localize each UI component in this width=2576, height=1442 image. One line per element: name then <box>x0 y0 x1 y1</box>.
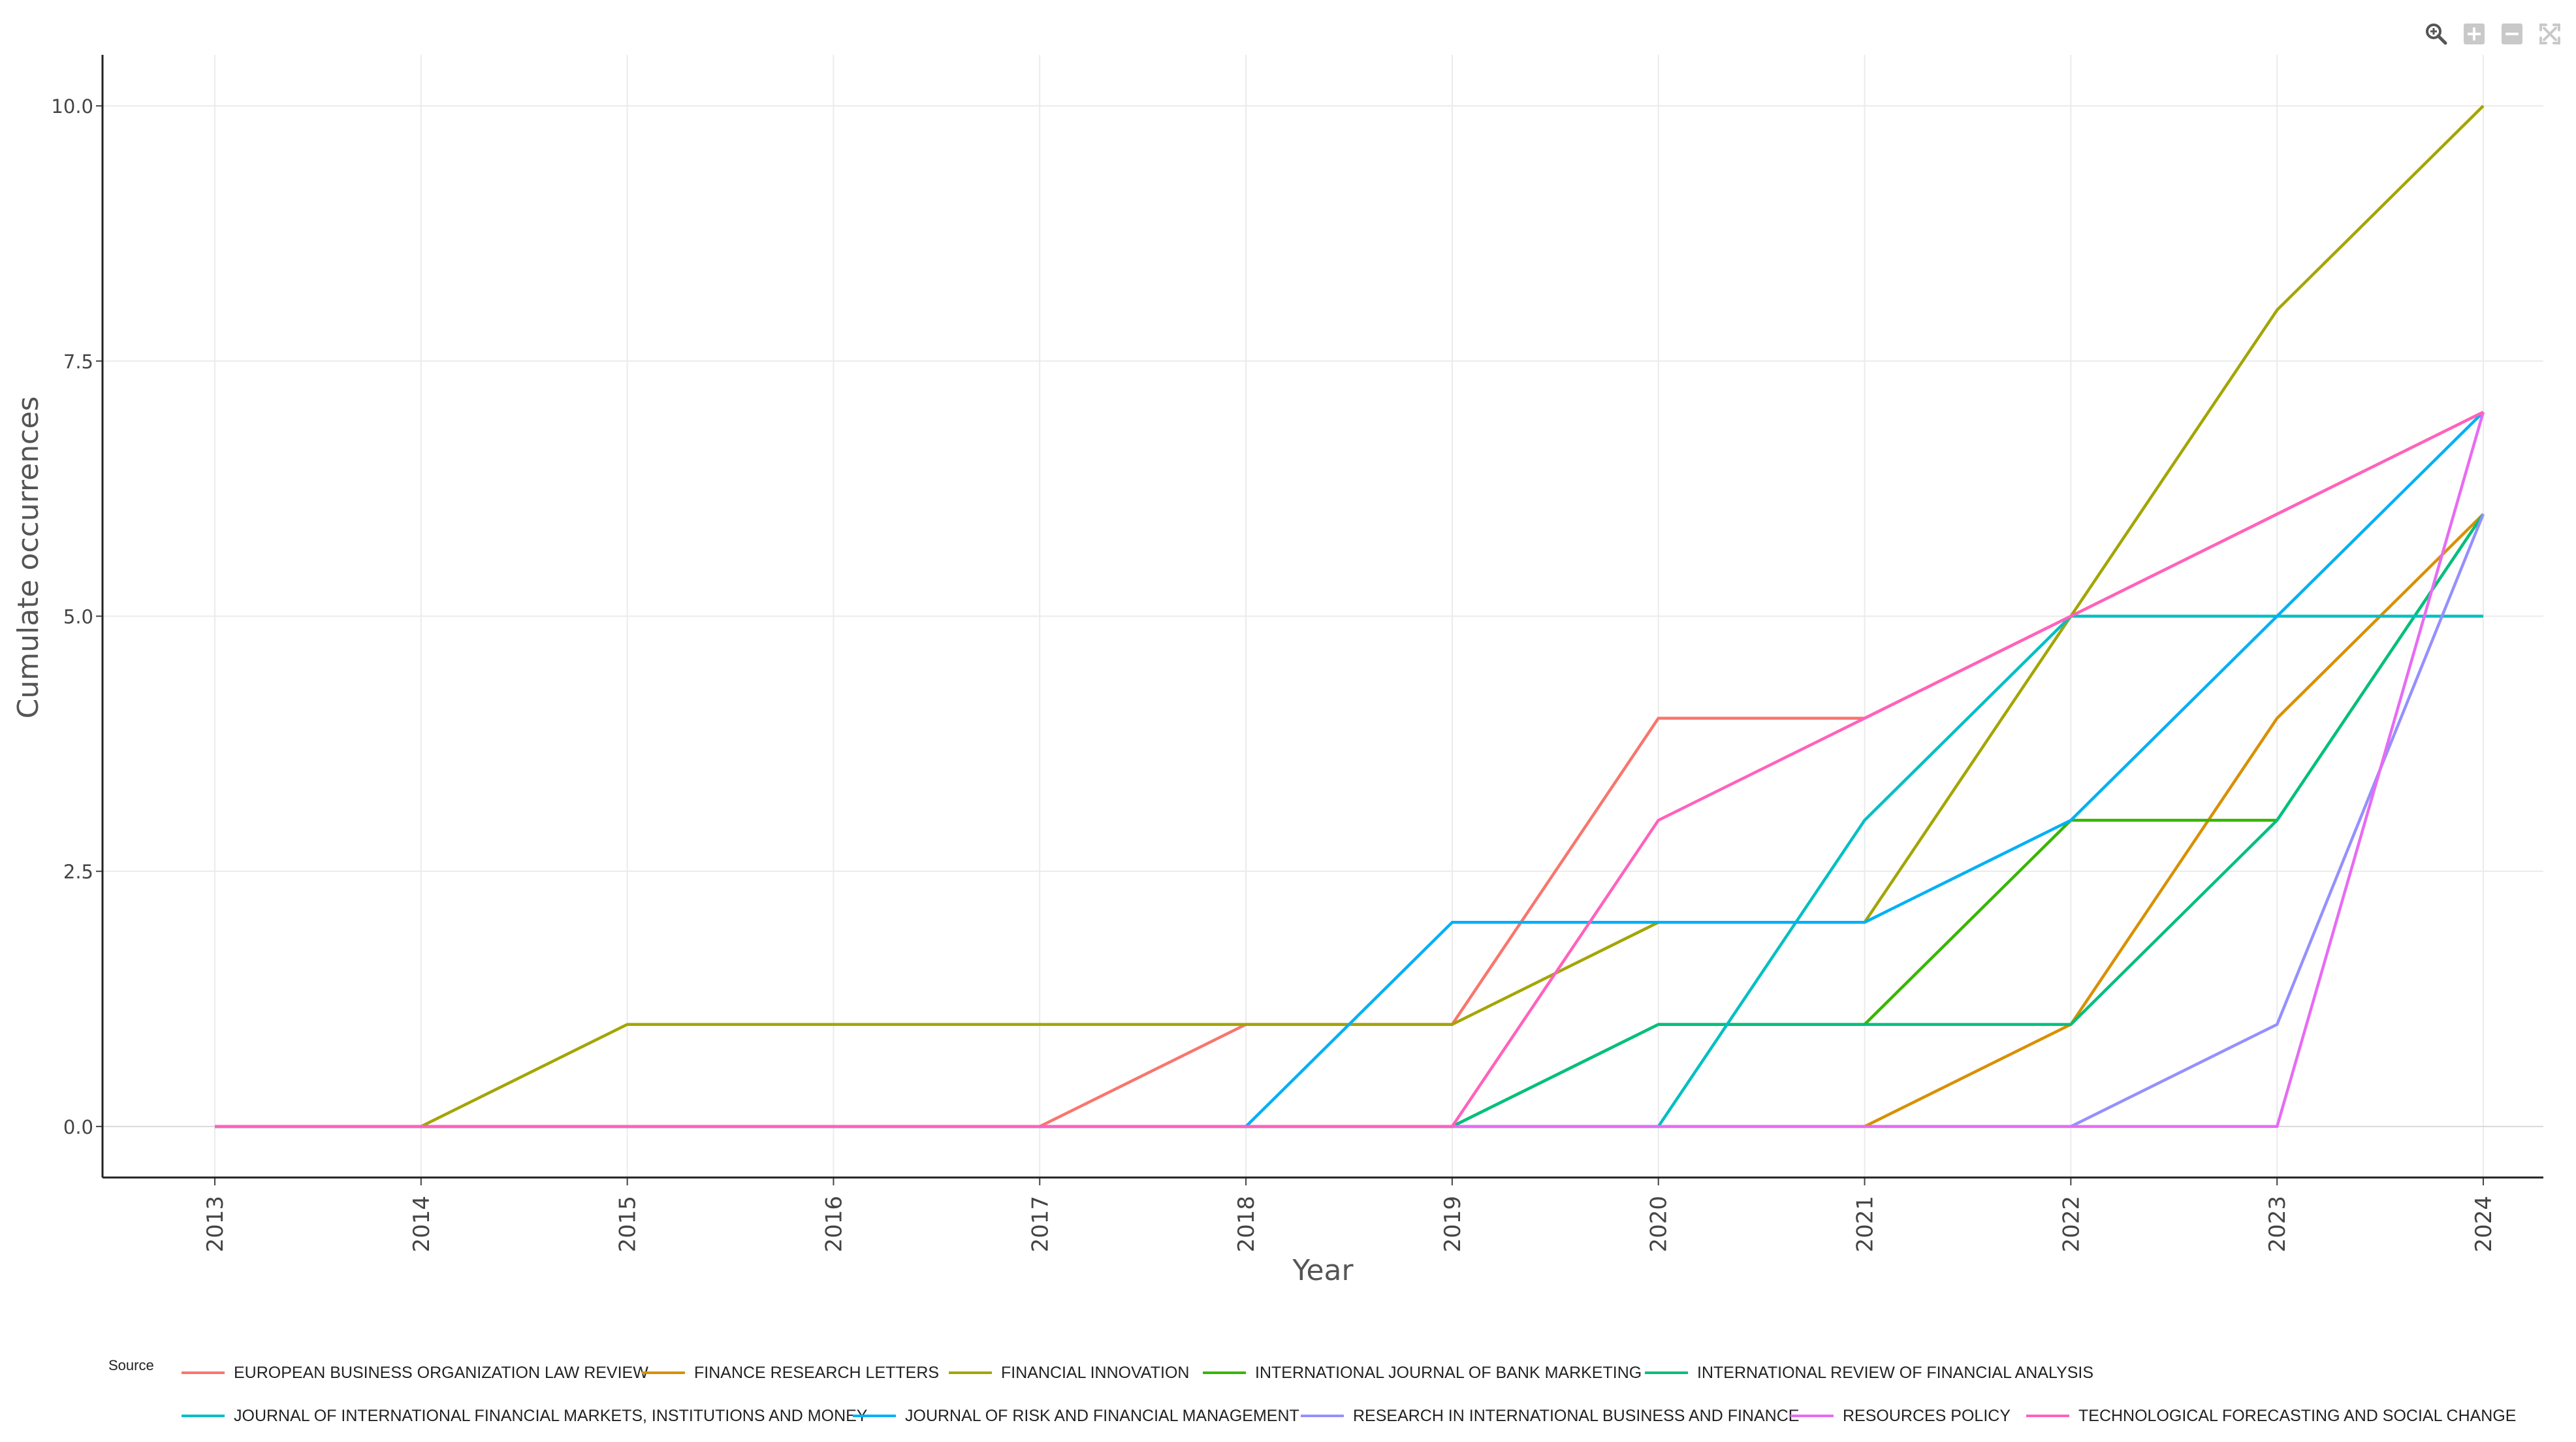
y-tick-labels: 0.0 2.5 5.0 7.5 10.0 <box>51 95 93 1138</box>
y-axis-title: Cumulate occurrences <box>12 396 45 719</box>
legend-item[interactable]: INTERNATIONAL JOURNAL OF BANK MARKETING <box>1203 1364 1642 1382</box>
reset-axes-button[interactable] <box>2536 20 2564 48</box>
y-tick-label: 0.0 <box>63 1116 93 1138</box>
axes <box>101 55 2543 1179</box>
reset-axes-icon <box>2539 24 2560 44</box>
legend-item[interactable]: FINANCIAL INNOVATION <box>949 1364 1189 1382</box>
x-tick-label: 2021 <box>1852 1196 1879 1253</box>
legend-item[interactable]: TECHNOLOGICAL FORECASTING AND SOCIAL CHA… <box>2026 1407 2516 1425</box>
zoom-button[interactable] <box>2422 20 2451 48</box>
zoom-out-icon <box>2502 24 2522 44</box>
zoom-in-icon <box>2464 24 2485 44</box>
series-line-7 <box>215 411 2485 1129</box>
x-tick-label: 2020 <box>1646 1196 1672 1253</box>
x-tick-label: 2023 <box>2265 1196 2291 1253</box>
legend-label: RESEARCH IN INTERNATIONAL BUSINESS AND F… <box>1353 1407 1799 1425</box>
modebar <box>2422 16 2564 52</box>
x-tick-label: 2017 <box>1027 1196 1053 1253</box>
series-line-4 <box>215 513 2485 1129</box>
y-tick-label: 2.5 <box>63 861 93 883</box>
legend-item[interactable]: JOURNAL OF INTERNATIONAL FINANCIAL MARKE… <box>182 1407 868 1425</box>
x-tick-label: 2014 <box>409 1196 435 1253</box>
legend-label: JOURNAL OF INTERNATIONAL FINANCIAL MARKE… <box>234 1407 868 1425</box>
x-tick-labels: 2013 2014 2015 2016 2017 2018 2019 2020 2021 2022… <box>202 1196 2497 1253</box>
grid <box>96 55 2543 1185</box>
x-tick-label: 2015 <box>615 1196 641 1253</box>
zoom-out-button[interactable] <box>2498 20 2526 48</box>
legend: Source EUROPEAN BUSINESS ORGANIZATION LA… <box>108 1357 2516 1425</box>
x-tick-label: 2018 <box>1233 1196 1260 1253</box>
x-tick-label: 2016 <box>821 1196 847 1253</box>
x-axis-title: Year <box>1292 1254 1354 1287</box>
legend-item[interactable]: INTERNATIONAL REVIEW OF FINANCIAL ANALYS… <box>1645 1364 2093 1382</box>
legend-label: FINANCIAL INNOVATION <box>1001 1364 1189 1382</box>
series-line-9 <box>215 411 2485 1129</box>
legend-item[interactable]: FINANCE RESEARCH LETTERS <box>642 1364 939 1382</box>
y-tick-label: 7.5 <box>63 351 93 373</box>
y-tick-label: 5.0 <box>63 606 93 628</box>
y-tick-label: 10.0 <box>51 95 93 118</box>
x-tick-label: 2013 <box>202 1196 229 1253</box>
series-line-1 <box>215 410 2484 1129</box>
legend-label: FINANCE RESEARCH LETTERS <box>694 1364 939 1382</box>
legend-label: INTERNATIONAL REVIEW OF FINANCIAL ANALYS… <box>1697 1364 2093 1382</box>
series-lines <box>215 104 2485 1129</box>
zoom-icon <box>2426 24 2447 45</box>
x-tick-label: 2019 <box>1440 1196 1466 1253</box>
legend-label: JOURNAL OF RISK AND FINANCIAL MANAGEMENT <box>905 1407 1299 1425</box>
legend-label: RESOURCES POLICY <box>1843 1407 2011 1425</box>
legend-label: INTERNATIONAL JOURNAL OF BANK MARKETING <box>1255 1364 1642 1382</box>
legend-item[interactable]: RESOURCES POLICY <box>1790 1407 2011 1425</box>
legend-item[interactable]: RESEARCH IN INTERNATIONAL BUSINESS AND F… <box>1301 1407 1799 1425</box>
legend-label: EUROPEAN BUSINESS ORGANIZATION LAW REVIE… <box>234 1364 648 1382</box>
zoom-in-button[interactable] <box>2460 20 2489 48</box>
legend-label: TECHNOLOGICAL FORECASTING AND SOCIAL CHA… <box>2078 1407 2516 1425</box>
legend-item[interactable]: JOURNAL OF RISK AND FINANCIAL MANAGEMENT <box>853 1407 1299 1425</box>
x-tick-label: 2022 <box>2058 1196 2084 1253</box>
x-tick-label: 2024 <box>2471 1196 2497 1253</box>
legend-title: Source <box>108 1357 154 1373</box>
series-line-10 <box>215 410 2484 1129</box>
legend-item[interactable]: EUROPEAN BUSINESS ORGANIZATION LAW REVIE… <box>182 1364 648 1382</box>
